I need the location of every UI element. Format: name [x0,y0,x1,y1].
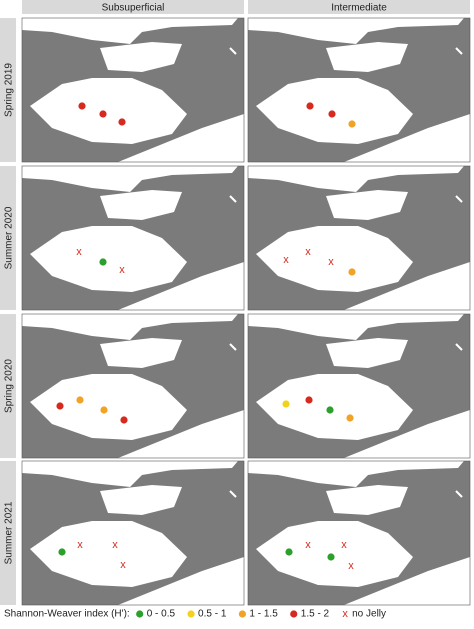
station-marker [120,416,128,424]
station-marker [282,400,290,408]
station-marker [99,258,107,266]
station-marker [78,102,86,110]
station-marker [346,414,354,422]
no-jelly-marker: x [112,539,118,551]
station-marker [305,396,313,404]
station-marker [99,110,107,118]
no-jelly-marker: x [328,256,334,268]
no-jelly-marker: x [76,246,82,258]
station-marker [118,118,126,126]
station-marker [328,110,336,118]
panel-border [247,460,471,606]
no-jelly-marker: x [119,264,125,276]
row-header: Summer 2020 [4,206,15,269]
legend-label: 1.5 - 2 [301,609,330,620]
row-header-bg [0,166,16,310]
row-header-bg [0,314,16,458]
no-jelly-marker: x [305,246,311,258]
no-jelly-marker: x [305,539,311,551]
no-jelly-marker: x [348,560,354,572]
map-base [247,17,471,163]
no-jelly-marker: x [77,539,83,551]
row-header: Spring 2019 [4,63,15,117]
map-panel [21,17,245,163]
panel-border [21,17,245,163]
map-panel: xx [21,165,245,311]
map-base [21,17,245,163]
panel-border [21,460,245,606]
station-marker [187,610,195,618]
legend-label: no Jelly [352,609,386,620]
map-base [21,313,245,459]
legend-title: Shannon-Weaver index (H'): [4,609,130,620]
station-marker [136,610,144,618]
map-panel [247,313,471,459]
station-marker [306,102,314,110]
map-base [247,165,471,311]
station-marker [348,268,356,276]
map-panel [21,313,245,459]
no-jelly-marker: x [342,608,348,620]
panel-border [247,313,471,459]
legend-label: 1 - 1.5 [249,609,278,620]
no-jelly-marker: x [341,539,347,551]
station-marker [290,610,298,618]
station-marker [58,548,66,556]
station-marker [238,610,247,618]
panel-border [21,165,245,311]
panel-border [247,17,471,163]
station-marker [56,402,64,410]
map-base [21,460,245,606]
map-base [21,165,245,311]
legend-label: 0.5 - 1 [198,609,227,620]
map-base [247,313,471,459]
column-header-bg [248,0,470,14]
row-header-bg [0,461,16,605]
station-marker [326,406,334,414]
row-header: Summer 2021 [4,501,15,564]
row-header: Spring 2020 [4,359,15,413]
panel-border [247,165,471,311]
map-panel [247,17,471,163]
legend-label: 0 - 0.5 [147,609,176,620]
column-header: Intermediate [331,3,387,14]
panel-border [21,313,245,459]
column-header-bg [22,0,244,14]
station-marker [100,406,108,414]
map-base [247,460,471,606]
column-header: Subsuperficial [102,3,165,14]
no-jelly-marker: x [283,254,289,266]
row-header-bg [0,18,16,162]
station-marker [348,120,356,128]
station-marker [76,396,84,404]
map-panel: xxx [247,165,471,311]
no-jelly-marker: x [120,559,126,571]
station-marker [285,548,293,556]
station-marker [327,553,335,561]
